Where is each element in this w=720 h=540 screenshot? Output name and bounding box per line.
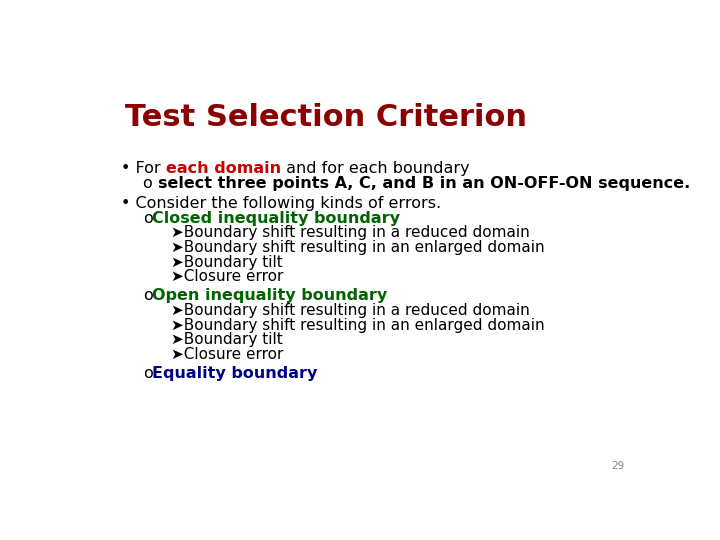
Text: 29: 29 xyxy=(611,461,625,471)
Text: ➤Boundary shift resulting in a reduced domain: ➤Boundary shift resulting in a reduced d… xyxy=(171,303,530,318)
Text: • For: • For xyxy=(121,161,166,176)
Text: Open inequality boundary: Open inequality boundary xyxy=(153,288,387,303)
Text: ➤Boundary shift resulting in an enlarged domain: ➤Boundary shift resulting in an enlarged… xyxy=(171,318,545,333)
Text: o: o xyxy=(143,366,153,381)
Text: ➤Boundary tilt: ➤Boundary tilt xyxy=(171,255,283,269)
Text: Equality boundary: Equality boundary xyxy=(153,366,318,381)
Text: ➤Boundary shift resulting in an enlarged domain: ➤Boundary shift resulting in an enlarged… xyxy=(171,240,545,255)
Text: o: o xyxy=(143,211,153,226)
Text: each domain: each domain xyxy=(166,161,281,176)
Text: Test Selection Criterion: Test Selection Criterion xyxy=(125,103,527,132)
Text: ➤Closure error: ➤Closure error xyxy=(171,269,284,285)
Text: Closed inequality boundary: Closed inequality boundary xyxy=(153,211,400,226)
Text: and for each boundary: and for each boundary xyxy=(281,161,469,176)
Text: ➤Closure error: ➤Closure error xyxy=(171,347,284,362)
Text: • Consider the following kinds of errors.: • Consider the following kinds of errors… xyxy=(121,196,441,211)
Text: o: o xyxy=(143,176,158,191)
Text: ➤Boundary shift resulting in a reduced domain: ➤Boundary shift resulting in a reduced d… xyxy=(171,225,530,240)
Text: ➤Boundary tilt: ➤Boundary tilt xyxy=(171,332,283,347)
Text: select three points A, C, and B in an ON-OFF-ON sequence.: select three points A, C, and B in an ON… xyxy=(158,176,690,191)
Text: o: o xyxy=(143,288,153,303)
